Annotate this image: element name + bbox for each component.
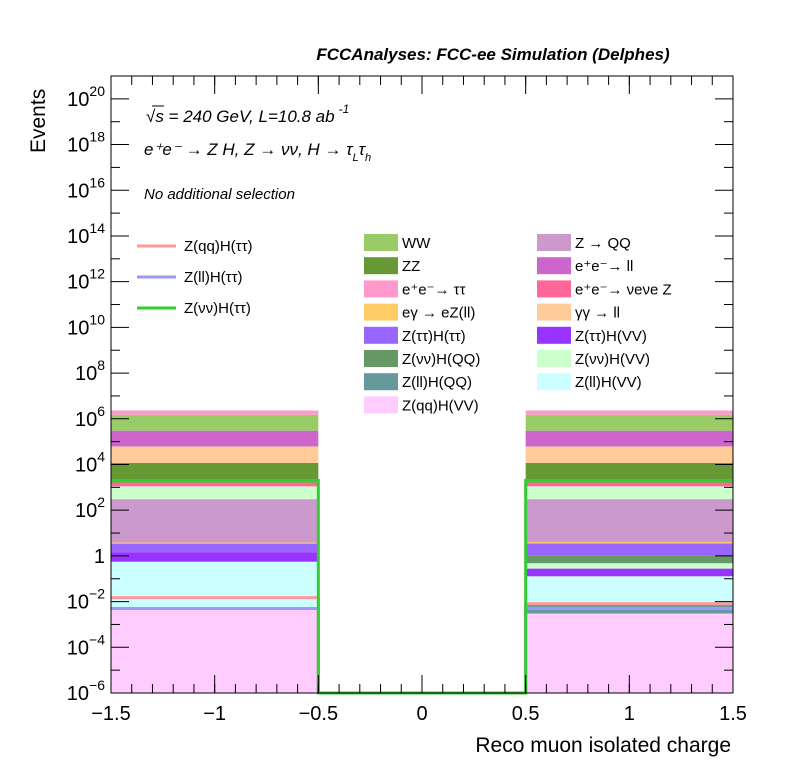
legend-swatch: [364, 234, 398, 251]
y-tick-label: 106: [75, 403, 105, 431]
legend-label: eγ → eZ(ll): [402, 305, 475, 322]
bar-e-e-ll-bin-0: [111, 430, 319, 447]
x-tick-label: 0: [416, 703, 427, 725]
legend-label: γγ → ll: [575, 305, 620, 322]
y-axis-label: Events: [27, 89, 50, 153]
y-axis: 10−6 10−4 10−2 1 102 104 106 108 1010 1012 1014 101…: [67, 83, 733, 705]
legend-swatch: [364, 373, 398, 391]
x-tick-label: 1.5: [719, 703, 747, 725]
bar-z-ll-h-vv-bin-2: [525, 576, 733, 604]
legend-label: Z(ll)H(VV): [575, 374, 642, 391]
legend-swatch: [364, 303, 398, 321]
y-tick-label: 1: [94, 546, 105, 568]
bar-z-qq-bin-0: [111, 499, 319, 543]
legend-label: e⁺e⁻→ ll: [575, 258, 633, 275]
legend-line-label: Z(qq)H(ττ): [184, 238, 253, 255]
legend-label: Z(qq)H(VV): [402, 397, 479, 414]
legend-label: WW: [402, 235, 431, 252]
legend-label: Z(ττ)H(VV): [575, 328, 647, 345]
stacked-histogram: [111, 410, 733, 693]
bar-e-e-ll-bin-2: [525, 430, 733, 447]
legend-swatch: [364, 350, 398, 367]
bar-z-h-bin-2: [525, 543, 733, 556]
legend-swatch: [364, 280, 398, 298]
bar-e-e-e-e-z-bin-2: [525, 482, 733, 487]
y-tick-label: 1020: [67, 83, 105, 111]
bar-ww-bin-0: [111, 414, 319, 431]
y-tick-label: 1012: [67, 266, 105, 294]
legend-swatch: [537, 280, 571, 298]
bar-z-h-vv-bin-0: [111, 552, 319, 562]
x-tick-label: 1: [624, 703, 635, 725]
bar-ll-bin-2: [525, 446, 733, 464]
bar-z-h-bin-0: [111, 543, 319, 553]
legend-label: Z → QQ: [575, 235, 631, 252]
legend-label: ZZ: [402, 258, 420, 275]
bar-ll-bin-0: [111, 446, 319, 464]
bar-z-h-vv-bin-0: [111, 486, 319, 500]
legend-label: e⁺e⁻→ νeνe Z: [575, 281, 672, 298]
x-axis: −1.5 −1 −0.5 0 0.5 1 1.5: [91, 76, 747, 725]
legend-label: Z(νν)H(QQ): [402, 351, 480, 368]
legend-swatch: [364, 396, 398, 414]
y-tick-label: 102: [75, 494, 105, 522]
legend-swatch: [364, 326, 398, 344]
bar-ww-bin-2: [525, 414, 733, 431]
x-tick-label: −1: [203, 703, 226, 725]
plot-title: FCCAnalyses: FCC-ee Simulation (Delphes): [316, 45, 670, 64]
bar-z-h-vv-bin-2: [525, 486, 733, 500]
selection-label: No additional selection: [144, 186, 295, 203]
y-tick-label: 1010: [67, 311, 105, 339]
legend-swatch: [537, 257, 571, 275]
y-tick-label: 108: [75, 357, 105, 385]
bar-z-h-vv-bin-2: [525, 563, 733, 569]
legend-label: Z(ττ)H(ττ): [402, 328, 466, 345]
bar-z-ll-h-vv-bin-0: [111, 561, 319, 609]
legend-line-label: Z(νν)H(ττ): [184, 300, 251, 317]
legend-swatch: [537, 373, 571, 391]
y-tick-label: 1016: [67, 174, 105, 202]
y-tick-label: 10−2: [67, 586, 105, 614]
legend-label: e⁺e⁻→ ττ: [402, 281, 466, 298]
bar-zz-bin-0: [111, 463, 319, 483]
legend-swatch: [537, 350, 571, 367]
bar-z-h-vv-bin-2: [525, 568, 733, 577]
bar-e-ez-ll-bin-2: [525, 542, 733, 544]
bar-e-e-e-e-z-bin-0: [111, 482, 319, 487]
bar-z-qq-bin-2: [525, 499, 733, 543]
legend-label: Z(ll)H(QQ): [402, 374, 472, 391]
x-axis-label: Reco muon isolated charge: [475, 734, 731, 757]
x-tick-label: −1.5: [91, 703, 130, 725]
bar-z-h-qq-bin-2: [525, 555, 733, 564]
legend-swatch: [364, 257, 398, 275]
y-tick-label: 10−6: [67, 677, 105, 705]
y-tick-label: 1014: [67, 220, 105, 248]
bar-e-e-bin-0: [111, 410, 319, 415]
legend-swatch: [537, 234, 571, 251]
bar-zz-bin-2: [525, 463, 733, 483]
y-tick-label: 1018: [67, 129, 105, 157]
bar-e-ez-ll-bin-0: [111, 542, 319, 544]
energy-label: √s = 240 GeV, L=10.8 ab -1: [146, 102, 349, 126]
legend-label: Z(νν)H(VV): [575, 351, 650, 368]
legend-swatch: [537, 303, 571, 321]
legend: Z(qq)H(ττ) Z(ll)H(ττ) Z(νν)H(ττ) WW ZZ e⁺e⁻→ …: [137, 234, 672, 414]
x-tick-label: 0.5: [512, 703, 540, 725]
legend-line-label: Z(ll)H(ττ): [184, 269, 243, 286]
bar-e-e-bin-2: [525, 410, 733, 415]
y-tick-label: 10−4: [67, 631, 105, 659]
y-tick-label: 104: [75, 448, 105, 476]
x-tick-label: −0.5: [299, 703, 338, 725]
legend-swatch: [537, 326, 571, 344]
process-label: e⁺e⁻ → Z H, Z → νν, H → τLτh: [144, 140, 371, 164]
